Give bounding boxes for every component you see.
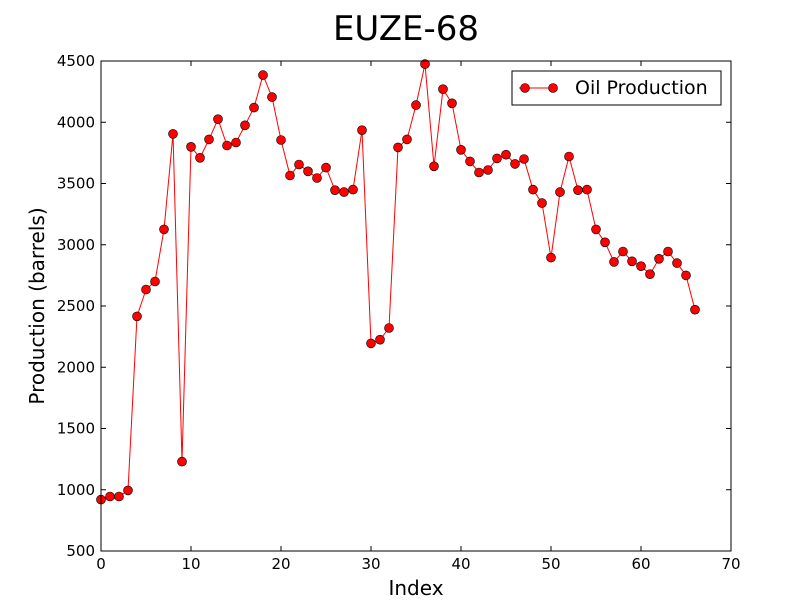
y-tick-label: 2000 <box>57 358 95 376</box>
data-point <box>330 185 340 195</box>
data-point <box>420 59 430 69</box>
series-line-oil-production <box>100 63 696 501</box>
data-point <box>195 153 205 163</box>
data-point <box>303 166 313 177</box>
data-point <box>546 252 556 263</box>
x-tick-label: 30 <box>361 555 380 573</box>
data-point <box>456 145 466 155</box>
data-point <box>474 167 484 178</box>
data-point <box>654 253 664 264</box>
data-point <box>438 84 448 94</box>
data-point <box>447 98 457 109</box>
data-point <box>492 153 502 164</box>
legend-marker <box>520 83 530 93</box>
data-point <box>519 154 529 164</box>
data-point <box>159 224 169 235</box>
data-point <box>339 187 349 197</box>
x-tick-label: 50 <box>541 555 560 573</box>
data-point <box>528 184 538 195</box>
x-tick-label: 40 <box>451 555 470 573</box>
data-point <box>411 100 421 110</box>
y-tick-label: 1500 <box>57 420 95 438</box>
data-point <box>510 159 520 169</box>
data-point <box>357 125 367 135</box>
data-point <box>501 149 511 160</box>
series-layer <box>96 59 700 505</box>
y-tick-label: 3000 <box>57 236 95 254</box>
data-point <box>375 334 385 345</box>
legend-marker <box>548 83 558 93</box>
data-point <box>618 246 628 257</box>
data-point <box>627 256 637 267</box>
data-point <box>348 184 358 195</box>
data-point <box>294 159 304 170</box>
y-tick-label: 4500 <box>57 52 95 70</box>
data-point <box>429 161 439 172</box>
data-point <box>591 224 601 235</box>
data-point <box>483 165 493 175</box>
y-tick-label: 1000 <box>57 481 95 499</box>
x-axis-title: Index <box>388 576 443 600</box>
x-tick-label: 70 <box>721 555 740 573</box>
data-point <box>177 456 187 467</box>
axis-ticks: 0 10 20 30 40 50 60 70 500 1000 1500 2000 2500 3000 35… <box>57 52 741 573</box>
data-point <box>123 485 133 496</box>
y-tick-label: 4000 <box>57 113 95 131</box>
x-tick-label: 60 <box>631 555 650 573</box>
data-point <box>204 134 214 145</box>
data-point <box>366 338 376 349</box>
x-tick-label: 20 <box>271 555 290 573</box>
y-tick-label: 3500 <box>57 175 95 193</box>
data-point <box>690 304 700 315</box>
data-point <box>186 142 196 152</box>
y-tick-label: 2500 <box>57 297 95 315</box>
data-point <box>600 237 610 248</box>
data-point <box>465 156 475 167</box>
data-point <box>321 162 331 173</box>
data-point <box>141 284 151 295</box>
data-point <box>312 173 322 183</box>
data-point <box>249 102 259 113</box>
data-point <box>402 134 412 145</box>
data-point <box>222 140 232 151</box>
data-point <box>393 142 403 153</box>
data-point <box>672 258 682 268</box>
plot-frame <box>100 60 732 552</box>
data-point <box>258 70 268 80</box>
data-point <box>267 92 277 102</box>
data-point <box>636 261 646 272</box>
data-point <box>213 114 223 124</box>
data-point <box>573 185 583 195</box>
data-point <box>609 257 619 267</box>
legend: Oil Production <box>511 70 722 106</box>
x-tick-label: 0 <box>96 555 106 573</box>
data-point <box>555 187 565 197</box>
legend-label-oil-production: Oil Production <box>575 77 708 99</box>
data-point <box>105 491 115 502</box>
data-point <box>168 129 178 139</box>
data-point <box>150 276 160 287</box>
x-tick-label: 10 <box>181 555 200 573</box>
data-point <box>114 491 124 502</box>
y-tick-label: 500 <box>66 542 95 560</box>
data-point <box>537 198 547 208</box>
data-point <box>132 311 142 322</box>
chart-title: EUZE-68 <box>333 9 479 49</box>
data-point <box>384 323 394 333</box>
data-point <box>582 184 592 195</box>
data-point <box>645 269 655 280</box>
data-point <box>285 170 295 181</box>
y-axis-title: Production (barrels) <box>25 207 49 404</box>
data-point <box>681 270 691 281</box>
data-point <box>231 137 241 148</box>
data-point <box>564 151 574 162</box>
data-point <box>240 120 250 131</box>
data-point <box>663 246 673 257</box>
data-point <box>276 135 286 145</box>
